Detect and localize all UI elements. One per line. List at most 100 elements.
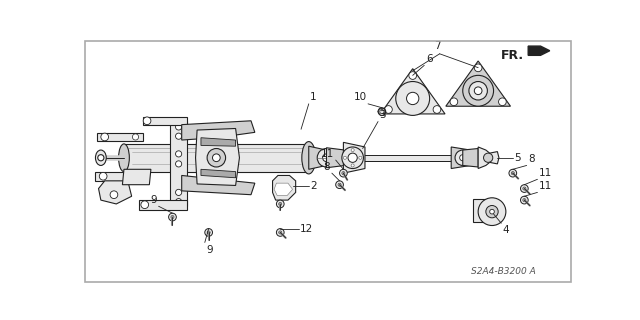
Text: 10: 10 — [353, 92, 367, 102]
Circle shape — [344, 156, 346, 159]
Circle shape — [168, 213, 176, 221]
FancyArrow shape — [528, 46, 550, 55]
Circle shape — [463, 75, 493, 106]
Circle shape — [207, 231, 210, 234]
Circle shape — [175, 151, 182, 157]
Circle shape — [450, 98, 458, 106]
Circle shape — [511, 172, 515, 175]
Polygon shape — [196, 129, 239, 186]
Text: 9: 9 — [206, 245, 213, 255]
Polygon shape — [273, 175, 296, 200]
Circle shape — [433, 106, 441, 113]
Circle shape — [175, 133, 182, 139]
Polygon shape — [122, 169, 151, 185]
Circle shape — [141, 201, 148, 209]
Polygon shape — [473, 198, 486, 222]
Circle shape — [323, 154, 330, 162]
Circle shape — [342, 172, 345, 175]
Text: 4: 4 — [503, 225, 509, 235]
Polygon shape — [274, 183, 292, 196]
Circle shape — [98, 155, 104, 161]
Circle shape — [520, 196, 528, 204]
Circle shape — [490, 209, 494, 214]
Circle shape — [279, 203, 282, 205]
Circle shape — [175, 124, 182, 130]
Text: 5: 5 — [515, 153, 521, 163]
Circle shape — [351, 164, 354, 167]
Polygon shape — [99, 181, 132, 204]
Ellipse shape — [302, 141, 316, 174]
Circle shape — [385, 106, 392, 113]
Circle shape — [342, 147, 364, 169]
Circle shape — [460, 155, 466, 161]
Circle shape — [338, 183, 341, 186]
Circle shape — [523, 198, 526, 202]
Text: 8: 8 — [528, 154, 535, 164]
Polygon shape — [326, 148, 345, 168]
Polygon shape — [201, 169, 236, 178]
Circle shape — [484, 153, 493, 162]
Circle shape — [380, 110, 383, 113]
Text: 8: 8 — [324, 162, 330, 172]
Circle shape — [455, 150, 470, 165]
Polygon shape — [124, 144, 308, 172]
Circle shape — [171, 215, 174, 219]
Polygon shape — [95, 172, 147, 181]
Polygon shape — [182, 175, 255, 195]
Circle shape — [205, 228, 212, 236]
Text: 6: 6 — [426, 54, 433, 64]
Polygon shape — [182, 121, 255, 140]
Text: 9: 9 — [150, 195, 157, 205]
Circle shape — [276, 200, 284, 208]
Polygon shape — [201, 138, 236, 146]
Polygon shape — [140, 200, 187, 210]
Circle shape — [317, 148, 336, 167]
Circle shape — [348, 153, 357, 162]
Circle shape — [143, 117, 151, 124]
Text: 3: 3 — [380, 110, 386, 120]
Text: 11: 11 — [539, 168, 552, 178]
Text: 2: 2 — [310, 181, 317, 191]
Polygon shape — [344, 142, 365, 173]
Text: 11: 11 — [321, 148, 334, 158]
Circle shape — [336, 181, 344, 188]
Polygon shape — [97, 133, 143, 141]
Circle shape — [523, 187, 526, 190]
Circle shape — [378, 108, 386, 116]
Polygon shape — [446, 61, 511, 106]
Circle shape — [340, 169, 348, 177]
Circle shape — [175, 198, 182, 205]
Polygon shape — [143, 117, 187, 124]
Circle shape — [509, 169, 516, 177]
Circle shape — [474, 87, 482, 95]
Circle shape — [396, 82, 429, 116]
Circle shape — [499, 98, 506, 106]
Circle shape — [351, 148, 354, 152]
Text: 7: 7 — [434, 42, 441, 52]
Circle shape — [380, 109, 384, 114]
Polygon shape — [308, 146, 326, 169]
Polygon shape — [478, 147, 499, 169]
Circle shape — [175, 189, 182, 196]
Text: S2A4-B3200 A: S2A4-B3200 A — [471, 267, 536, 276]
Polygon shape — [380, 69, 445, 114]
Circle shape — [486, 205, 498, 218]
Circle shape — [406, 92, 419, 105]
Circle shape — [101, 133, 109, 141]
Circle shape — [110, 191, 118, 198]
Ellipse shape — [118, 144, 129, 172]
Circle shape — [132, 134, 139, 140]
Polygon shape — [451, 147, 470, 169]
Circle shape — [212, 154, 220, 162]
Polygon shape — [463, 148, 478, 167]
Circle shape — [474, 64, 482, 72]
Circle shape — [276, 228, 284, 236]
Circle shape — [175, 161, 182, 167]
Text: 11: 11 — [539, 181, 552, 191]
Text: 12: 12 — [300, 224, 314, 234]
Circle shape — [359, 156, 362, 159]
Circle shape — [520, 185, 528, 192]
Text: 1: 1 — [310, 92, 317, 102]
Circle shape — [469, 82, 488, 100]
Circle shape — [409, 72, 417, 79]
